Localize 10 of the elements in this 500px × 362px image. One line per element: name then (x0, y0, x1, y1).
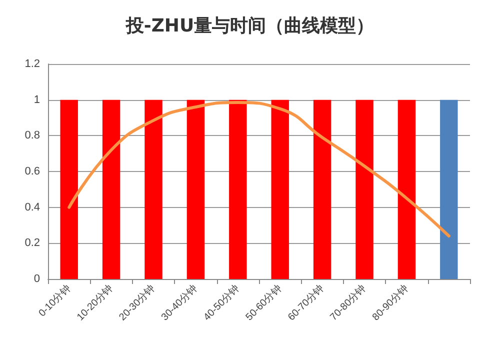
x-tick-label: 0-10分钟 (36, 282, 73, 320)
y-tick-label: 0.8 (24, 130, 40, 142)
y-tick-label: 0.2 (24, 237, 40, 250)
y-tick-label: 1 (34, 94, 40, 106)
line-series (68, 101, 450, 238)
y-tick-label: 1.2 (24, 58, 40, 70)
chart-title: 投-ZHU量与时间（曲线模型） (124, 16, 374, 36)
y-tick-label: 0.6 (24, 166, 40, 178)
y-tick-label: 0.4 (24, 201, 40, 214)
y-tick-label: 0 (34, 273, 40, 285)
